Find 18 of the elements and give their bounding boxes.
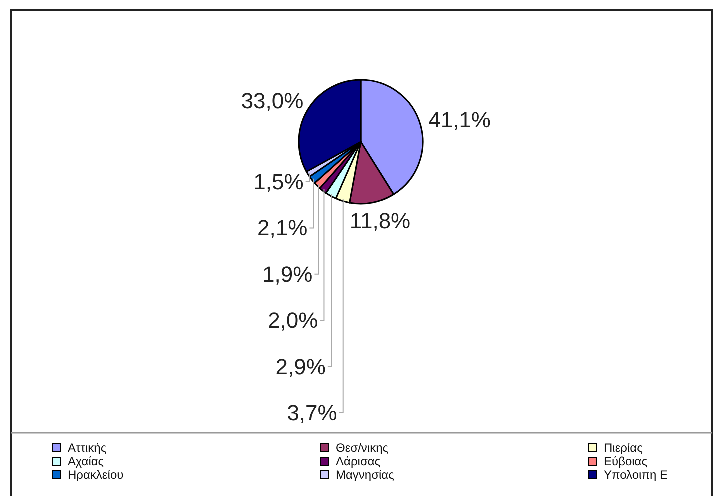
data-label: 1,5% bbox=[254, 170, 304, 194]
legend-label: Αττικής bbox=[68, 441, 107, 455]
data-label: 41,1% bbox=[428, 107, 492, 132]
legend-label: Λάρισας bbox=[336, 454, 381, 468]
data-label: 1,9% bbox=[262, 262, 313, 287]
data-label: 11,8% bbox=[350, 208, 411, 234]
data-label: 2,1% bbox=[258, 216, 308, 241]
legend-label: Πιερίας bbox=[604, 441, 644, 455]
legend-label: Αχαίας bbox=[68, 454, 104, 468]
legend-label: Μαγνησίας bbox=[336, 468, 395, 482]
legend-label: Υπολοιπη Ε bbox=[604, 468, 668, 482]
legend-label: Ηρακλείου bbox=[68, 468, 124, 482]
data-label: 3,7% bbox=[287, 400, 338, 426]
data-label: 2,0% bbox=[268, 308, 318, 334]
data-label: 2,9% bbox=[276, 354, 326, 380]
legend-label: Θεσ/νικης bbox=[336, 441, 389, 455]
legend-label: Εύβοιας bbox=[604, 454, 648, 468]
data-label: 33,0% bbox=[241, 88, 304, 114]
